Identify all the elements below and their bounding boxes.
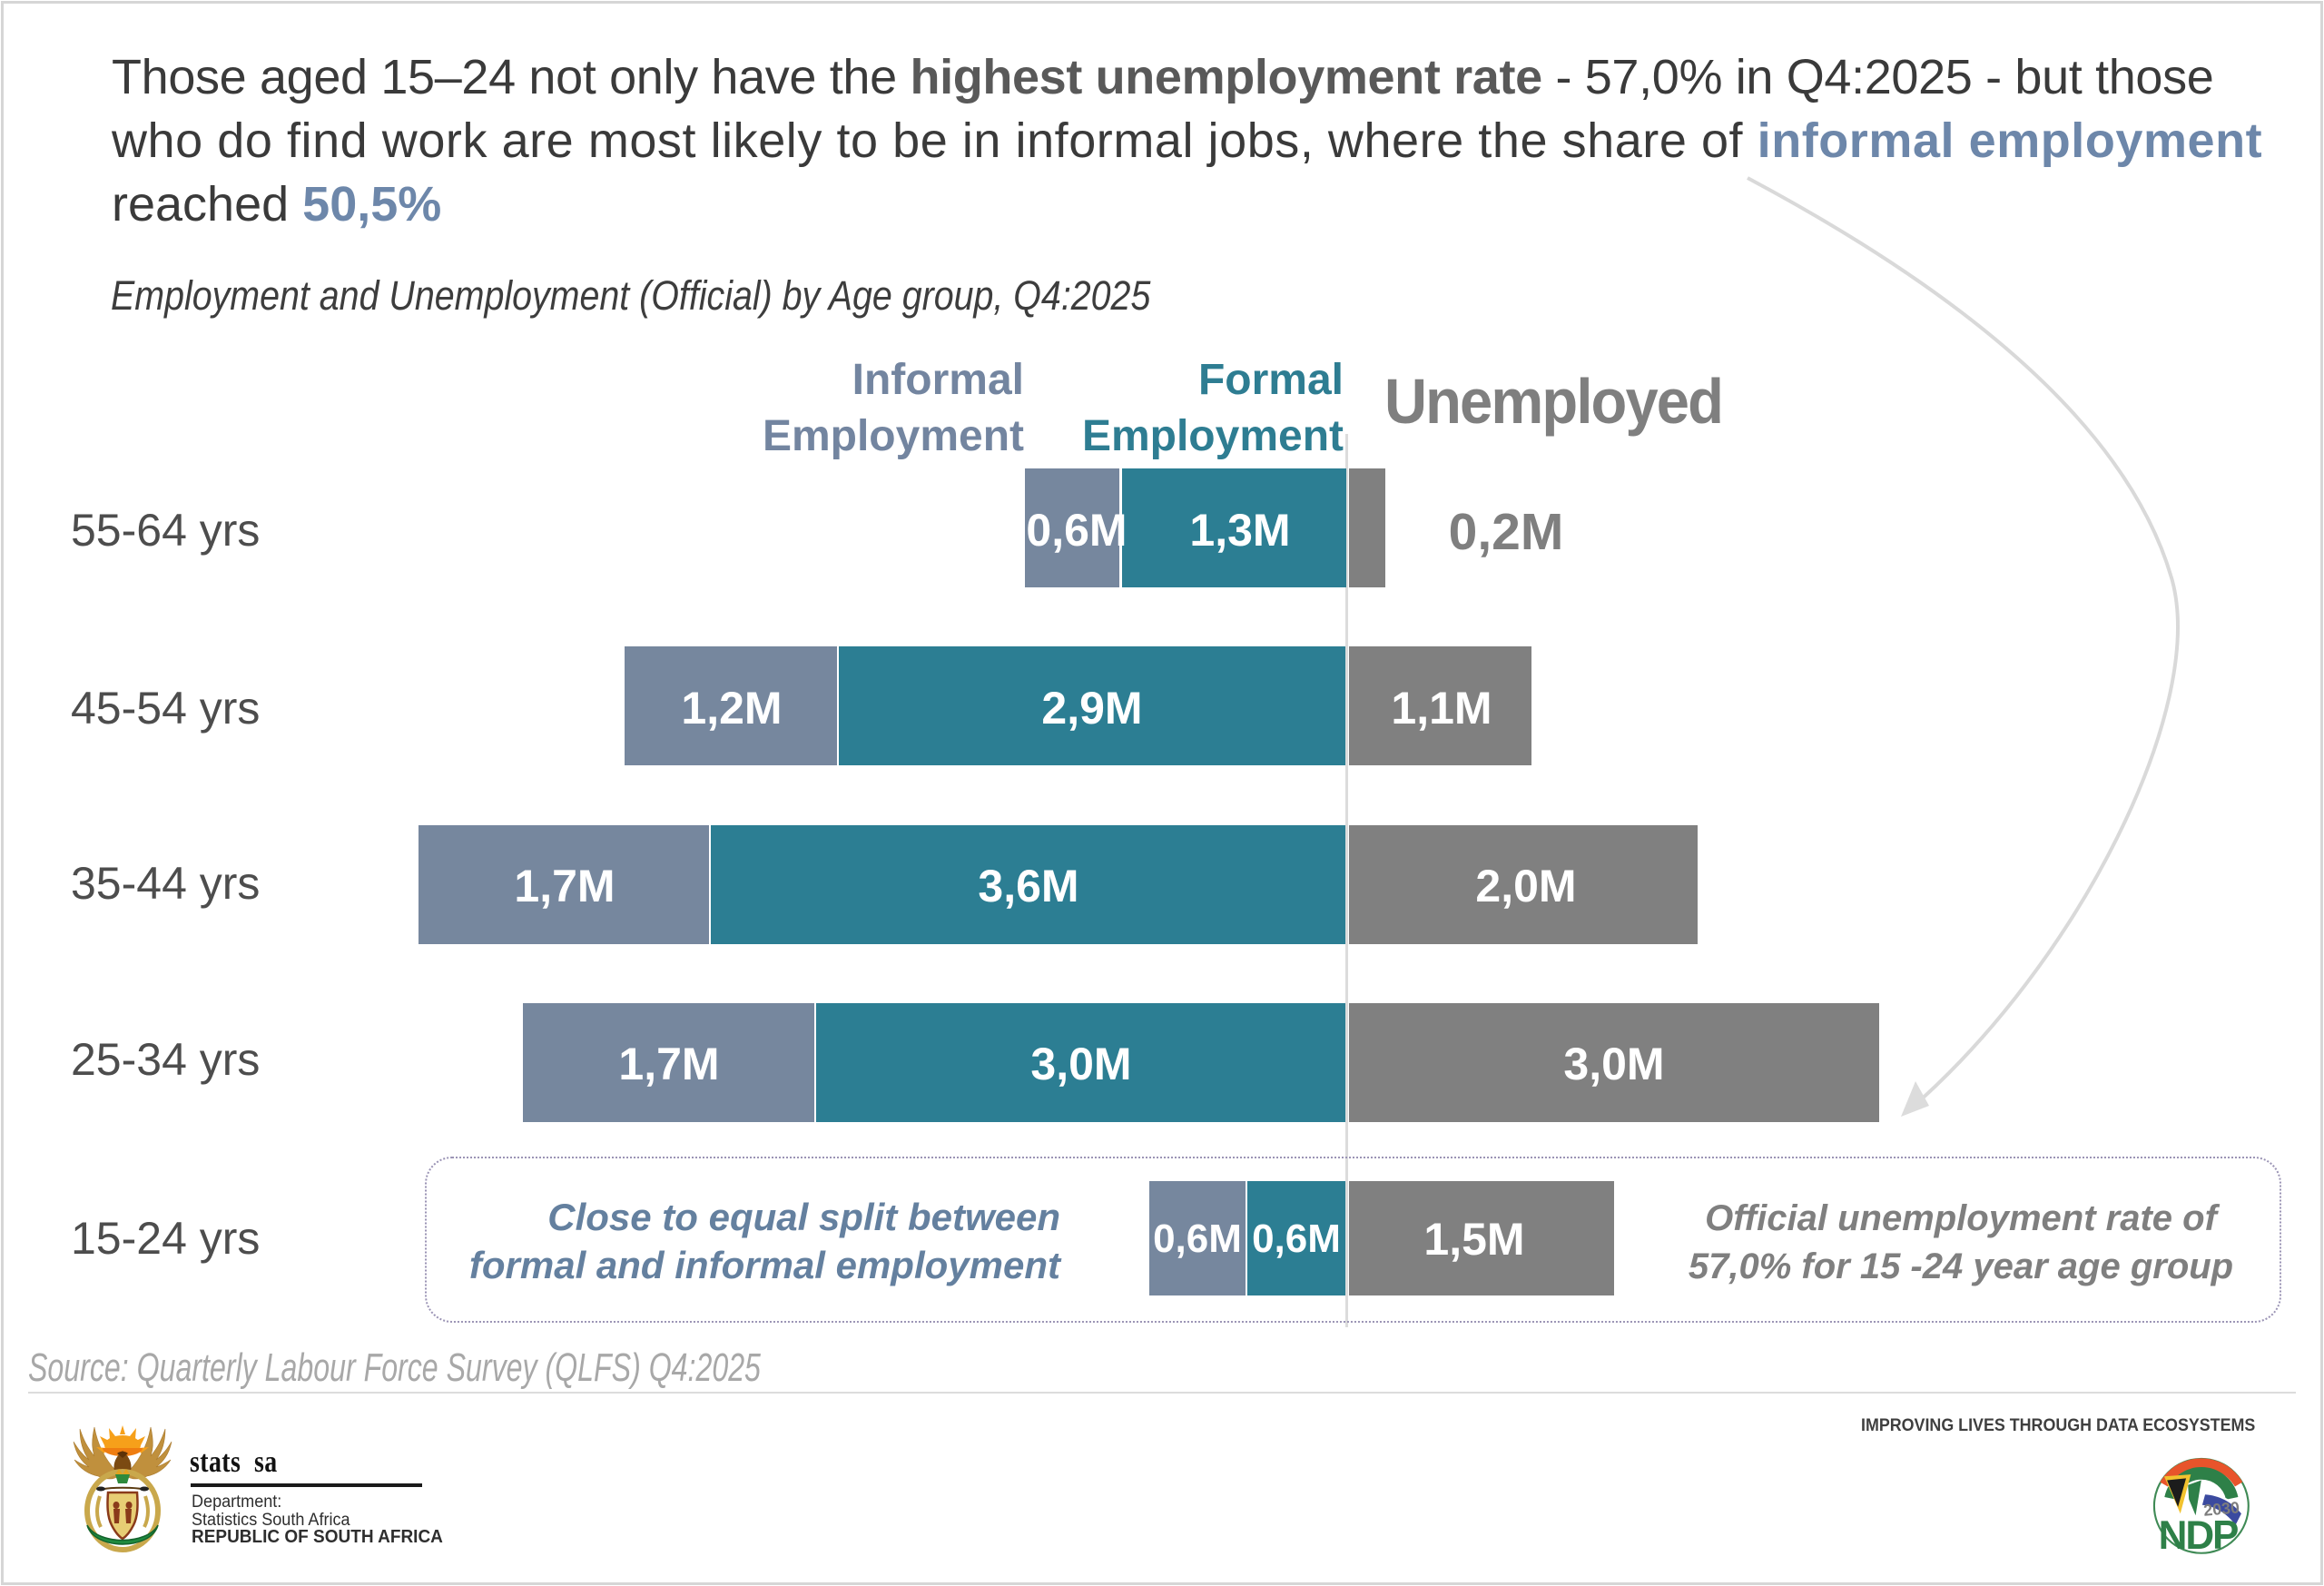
svg-text:NDP: NDP xyxy=(2159,1513,2238,1558)
svg-text:2030: 2030 xyxy=(2203,1498,2240,1519)
